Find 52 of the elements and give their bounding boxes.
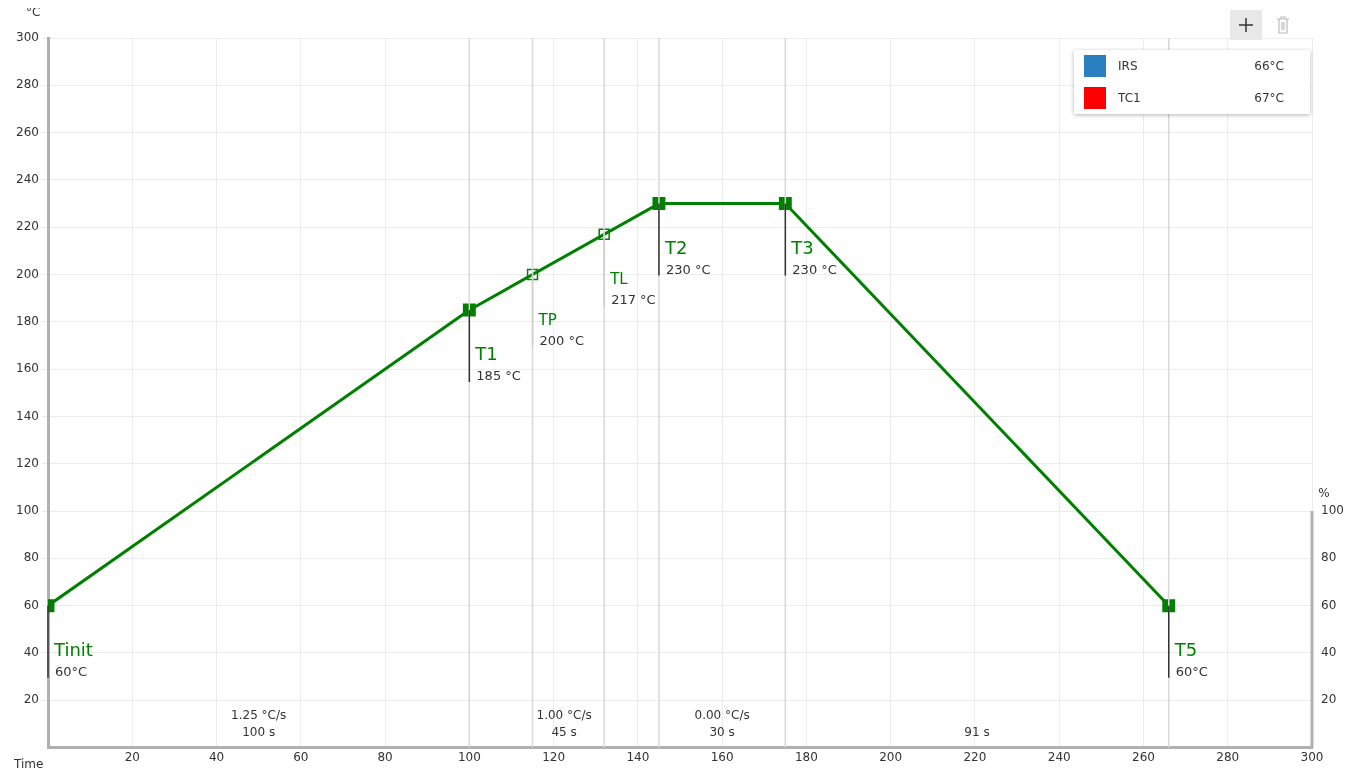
x-tick-label: 200 (879, 749, 903, 764)
x-tick-label: 180 (794, 749, 818, 764)
x-tick-label: 260 (1132, 749, 1155, 764)
x-tick-label: 100 (457, 749, 481, 764)
annotation: TP 200 °C (537, 310, 585, 348)
annotation: 1.25 °C/s 100 s (231, 707, 287, 739)
y2-tick-label: 100 (1321, 503, 1344, 518)
annotation: 0.00 °C/s 30 s (694, 707, 750, 739)
y-tick-label: 260 (16, 124, 39, 139)
x-tick-label: 120 (542, 749, 566, 764)
y-tick-label: 120 (16, 455, 39, 470)
annotation: 67°C (1254, 91, 1284, 105)
x-tick-label: 40 (208, 749, 225, 764)
annotation: T3 230 °C (790, 236, 837, 277)
y-tick-label: 60 (23, 597, 39, 612)
x-tick-label: 160 (710, 749, 734, 764)
annotation: T2 230 °C (663, 236, 711, 277)
annotation: 91 s (964, 724, 990, 739)
annotation: T1 185 °C (474, 343, 521, 384)
x-tick-label: 20 (124, 749, 140, 764)
legend-label: IRS (1118, 59, 1139, 73)
x-tick-label: 300 (1300, 749, 1324, 764)
annotation: TL 217 °C (609, 270, 656, 308)
annotation: 66°C (1254, 59, 1284, 73)
annotation: T5 60°C (1173, 638, 1208, 679)
x-tick-label: 80 (377, 749, 393, 764)
y-tick-label: 160 (16, 361, 39, 376)
y-tick-label: 280 (16, 77, 39, 92)
y2-tick-label: 20 (1321, 692, 1337, 707)
annotation: 1.00 °C/s 45 s (536, 707, 592, 739)
y-tick-label: 40 (23, 645, 39, 660)
y-tick-label: 180 (16, 313, 39, 328)
y-tick-label: 220 (16, 219, 39, 234)
x-axis-title: Time (13, 756, 44, 771)
y2-tick-label: 40 (1321, 645, 1337, 660)
legend-label: TC1 (1118, 91, 1142, 105)
x-tick-label: 140 (626, 749, 650, 764)
y-tick-label: 240 (16, 172, 39, 187)
y2-axis-title: % (1318, 486, 1330, 501)
y-tick-label: 300 (16, 30, 39, 45)
y2-tick-label: 80 (1321, 550, 1337, 565)
annotation: Tinit 60°C (53, 638, 93, 679)
x-tick-label: 220 (963, 749, 987, 764)
y2-tick-label: 60 (1321, 597, 1337, 612)
x-tick-label: 280 (1216, 749, 1240, 764)
y-tick-label: 140 (16, 408, 39, 423)
y-tick-label: 80 (23, 550, 39, 565)
y-tick-label: 100 (16, 503, 39, 518)
y-tick-label: 20 (23, 692, 39, 707)
x-tick-label: 60 (293, 749, 309, 764)
x-tick-label: 240 (1047, 749, 1071, 764)
y-tick-label: 200 (16, 266, 39, 281)
